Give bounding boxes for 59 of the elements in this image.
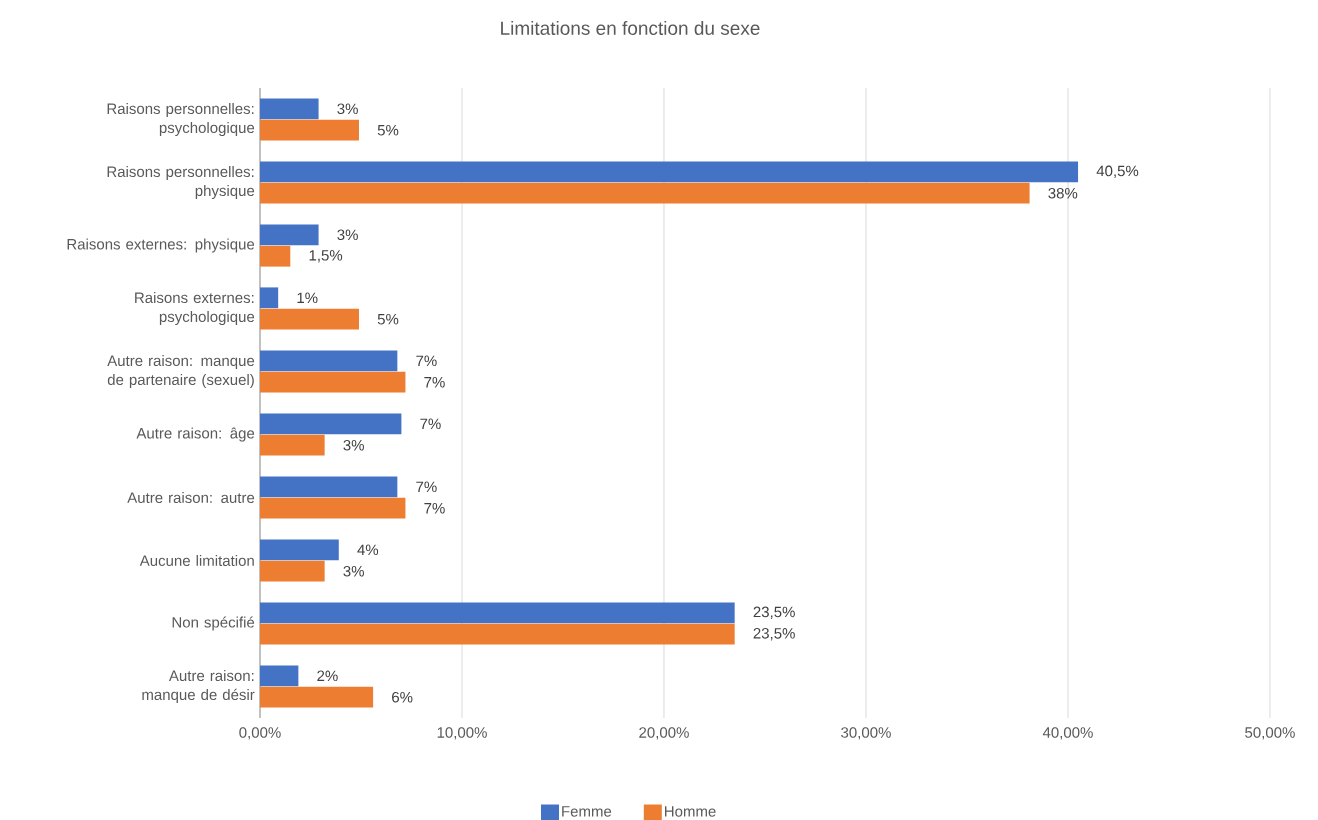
x-tick-label: 40,00% (1042, 727, 1093, 740)
data-label: 7% (416, 355, 437, 367)
bar (260, 434, 325, 456)
x-tick-label: 20,00% (639, 727, 689, 740)
bar (260, 182, 1030, 204)
data-label: 4% (357, 544, 379, 556)
bar (260, 560, 325, 582)
bar (260, 308, 359, 330)
data-label: 7% (424, 376, 445, 388)
y-tick-label: Raisons externes: psychologique (135, 292, 255, 325)
y-tick-label: Aucune limitation (139, 554, 254, 567)
bar (260, 623, 735, 645)
data-label: 1,5% (309, 250, 343, 263)
bar (260, 98, 319, 120)
data-label: 7% (424, 502, 445, 514)
x-tick-label: 50,00% (1245, 727, 1295, 740)
y-tick-label: Autre raison: manque de partenaire (sexuel) (107, 355, 255, 388)
bar (260, 686, 374, 708)
data-label: 7% (416, 481, 437, 493)
y-tick-label: Autre raison: âge (136, 427, 255, 442)
y-tick-label: Autre raison: manque de désir (142, 670, 255, 703)
bar (260, 287, 279, 309)
data-label: 6% (392, 691, 413, 703)
data-label: 40,5% (1096, 165, 1139, 178)
bar (260, 224, 319, 246)
bar (260, 539, 339, 561)
data-label: 3% (343, 439, 364, 451)
data-label: 7% (420, 418, 441, 430)
legend-label: Femme (562, 806, 612, 817)
bar (260, 350, 398, 372)
chart-title: Limitations en fonction du sexe (501, 21, 760, 35)
bar (260, 119, 359, 141)
data-label: 5% (377, 313, 399, 325)
data-label: 3% (343, 565, 364, 577)
data-label: 2% (317, 670, 338, 682)
legend-label: Homme (665, 806, 716, 817)
bar (260, 161, 1079, 183)
y-tick-label: Autre raison: autre (127, 491, 255, 504)
x-tick-label: 0,00% (239, 727, 281, 740)
x-tick-label: 30,00% (841, 727, 891, 740)
y-tick-label: Non spécifié (172, 616, 255, 631)
bar (260, 413, 402, 435)
data-label: 38% (1048, 187, 1078, 199)
bar (260, 476, 398, 498)
bar (260, 371, 406, 393)
y-tick-label: Raisons externes: physique (67, 238, 255, 253)
data-label: 1% (297, 292, 318, 304)
y-tick-label: Raisons personnelles: psychologique (107, 103, 255, 136)
bar (260, 497, 406, 519)
bar (260, 665, 299, 687)
y-tick-label: Raisons personnelles: physique (107, 166, 255, 199)
data-label: 23,5% (753, 628, 795, 641)
bar (260, 245, 291, 267)
x-tick-label: 10,00% (437, 727, 487, 740)
data-label: 3% (337, 229, 358, 241)
data-label: 3% (337, 103, 358, 115)
bar (260, 602, 735, 624)
data-label: 23,5% (753, 606, 795, 619)
data-label: 5% (377, 124, 399, 136)
